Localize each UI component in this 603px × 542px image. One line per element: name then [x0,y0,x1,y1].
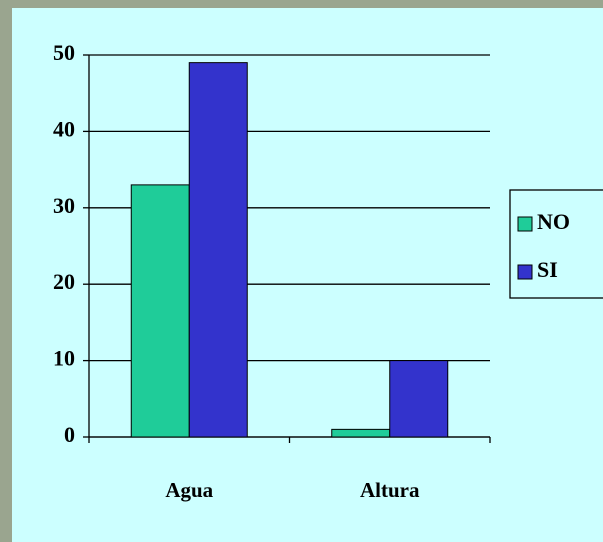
y-tick-label: 0 [64,422,75,447]
legend-swatch [517,264,533,280]
y-tick-label: 10 [53,346,75,371]
bar [331,428,391,438]
legend-label: SI [537,257,558,282]
y-tick-label: 40 [53,116,75,141]
chart-panel [12,8,603,542]
bar [188,62,248,438]
legend-box [509,189,603,299]
x-tick-label: Agua [165,478,213,502]
y-tick-label: 50 [53,40,75,65]
y-tick-label: 30 [53,193,75,218]
x-tick-label: Altura [360,478,420,502]
legend-label: NO [537,209,570,234]
bar [130,184,190,438]
bar [389,360,449,438]
legend-swatch [517,216,533,232]
y-tick-label: 20 [53,269,75,294]
